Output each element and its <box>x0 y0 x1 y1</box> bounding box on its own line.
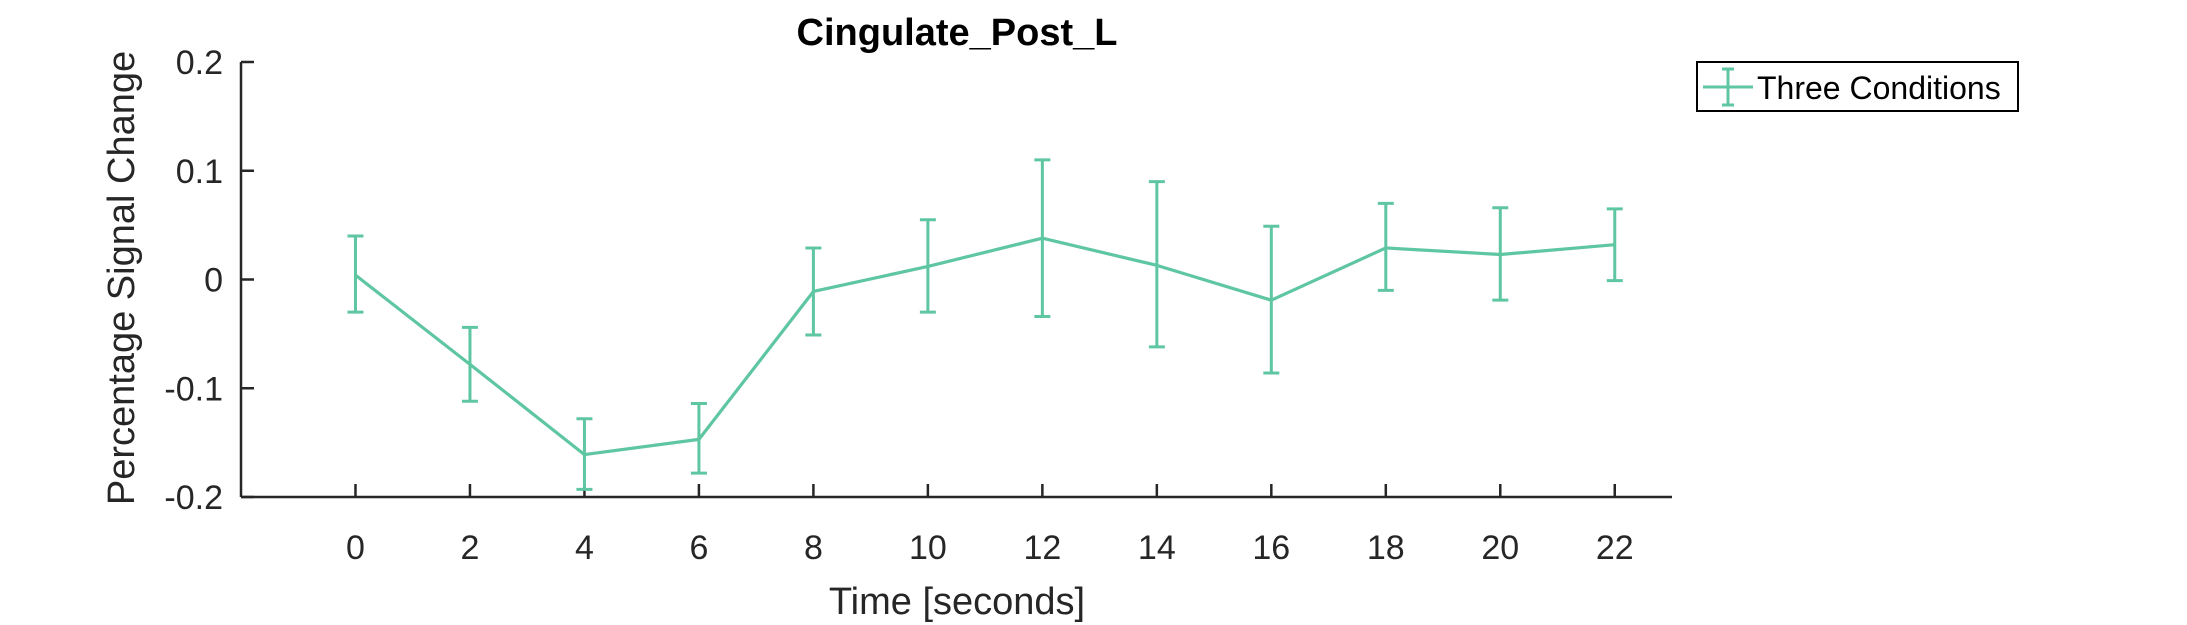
x-tick-label: 6 <box>689 529 708 567</box>
error-bar <box>1263 224 1280 375</box>
x-tick-label: 2 <box>460 529 479 567</box>
error-bar <box>919 218 936 314</box>
y-axis-title: Percentage Signal Change <box>101 51 143 505</box>
plot-area <box>347 158 1623 491</box>
error-bar <box>1148 180 1165 349</box>
x-tick-label: 4 <box>575 529 594 567</box>
error-bar <box>1606 207 1623 283</box>
y-tick-label: 0.2 <box>176 44 223 82</box>
x-tick-label: 18 <box>1367 529 1405 567</box>
y-tick-label: 0 <box>204 262 223 300</box>
error-bar <box>805 246 822 337</box>
error-bar <box>1034 158 1051 318</box>
error-bar <box>347 234 364 314</box>
x-tick-label: 16 <box>1252 529 1290 567</box>
x-tick-label: 8 <box>804 529 823 567</box>
y-tick-label: 0.1 <box>176 153 223 191</box>
y-tick-label: -0.1 <box>164 370 223 408</box>
chart-title: Cingulate_Post_L <box>797 12 1118 54</box>
error-bar <box>690 401 707 475</box>
x-tick-label: 22 <box>1596 529 1634 567</box>
error-bar <box>576 417 593 491</box>
axes: 0 2 4 6 8 10 12 14 16 18 20 22 -0.2 -0.1 0 0.1 0.2 <box>164 44 1672 567</box>
x-tick-label: 20 <box>1481 529 1519 567</box>
legend-label: Three Conditions <box>1757 70 2001 106</box>
error-bar <box>1377 201 1394 292</box>
x-tick-label: 10 <box>909 529 947 567</box>
x-tick-label: 12 <box>1023 529 1061 567</box>
x-axis-title: Time [seconds] <box>829 581 1085 623</box>
legend: Three Conditions <box>1696 61 2019 112</box>
error-bar <box>461 325 478 403</box>
x-tick-label: 0 <box>346 529 365 567</box>
y-tick-label: -0.2 <box>164 479 223 517</box>
series-line <box>354 236 1615 457</box>
x-tick-label: 14 <box>1138 529 1176 567</box>
error-bar <box>1492 206 1509 302</box>
